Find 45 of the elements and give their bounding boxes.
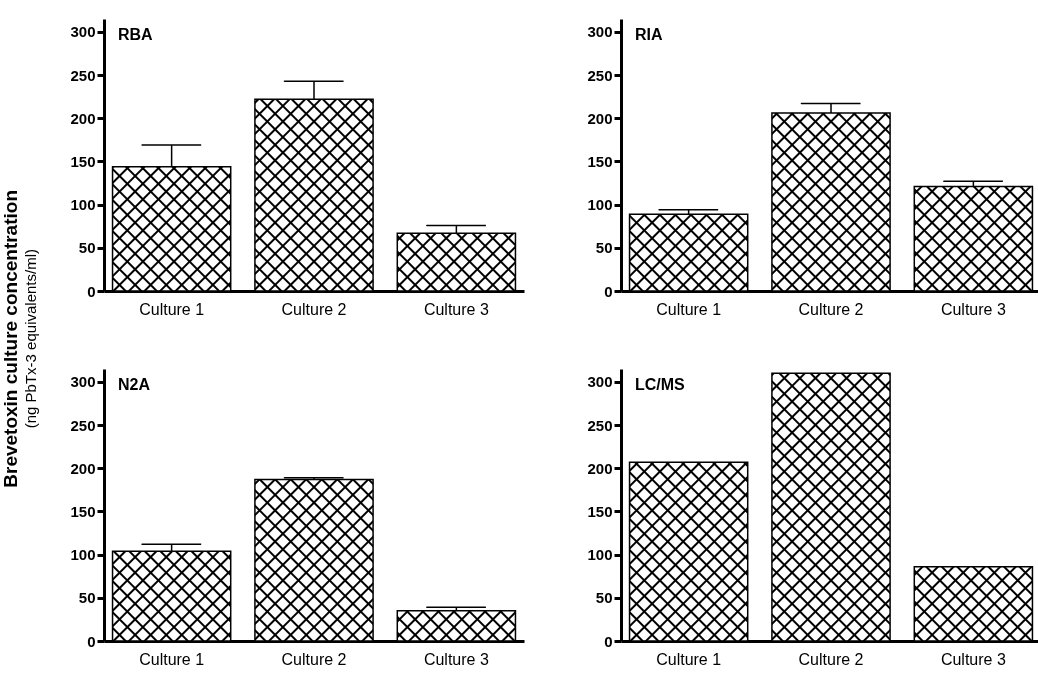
x-tick-label: Culture 2 xyxy=(281,300,347,318)
chart-title: RBA xyxy=(117,26,154,43)
y-tick-label: 100 xyxy=(587,546,613,564)
x-tick-label: Culture 1 xyxy=(656,300,722,318)
y-tick-label: 250 xyxy=(70,66,96,84)
chart-title: LC/MS xyxy=(634,376,686,393)
y-tick-label: 250 xyxy=(587,66,613,84)
y-tick-label: 250 xyxy=(587,416,613,434)
x-tick-label: Culture 1 xyxy=(656,650,722,668)
y-tick-label: 100 xyxy=(587,196,613,214)
y-tick-label: 150 xyxy=(587,152,613,170)
y-tick-label: 200 xyxy=(70,109,96,127)
y-tick-label: 50 xyxy=(78,589,96,607)
y-tick-label: 0 xyxy=(604,632,613,650)
y-tick-label: 150 xyxy=(587,502,613,520)
y-tick-label: 50 xyxy=(78,239,96,257)
x-tick-label: Culture 2 xyxy=(281,650,347,668)
x-tick-label: Culture 1 xyxy=(139,650,205,668)
y-tick-label: 0 xyxy=(87,282,96,300)
y-tick-label: 150 xyxy=(70,502,96,520)
y-tick-label: 300 xyxy=(587,23,613,41)
y-tick-label: 200 xyxy=(587,109,613,127)
y-tick-label: 250 xyxy=(70,416,96,434)
y-tick-label: 150 xyxy=(70,152,96,170)
y-tick-label: 300 xyxy=(70,373,96,391)
y-tick-label: 0 xyxy=(604,282,613,300)
y-tick-label: 0 xyxy=(87,632,96,650)
chart-title: N2A xyxy=(117,376,151,393)
y-tick-label: 200 xyxy=(70,459,96,477)
x-tick-label: Culture 2 xyxy=(798,650,864,668)
y-tick-label: 50 xyxy=(595,239,613,257)
x-tick-label: Culture 1 xyxy=(139,300,205,318)
y-tick-label: 300 xyxy=(70,23,96,41)
x-tick-label: Culture 3 xyxy=(423,650,489,668)
y-tick-label: 300 xyxy=(587,373,613,391)
x-tick-label: Culture 3 xyxy=(423,300,489,318)
y-tick-label: 200 xyxy=(587,459,613,477)
y-tick-label: 100 xyxy=(70,196,96,214)
x-tick-label: Culture 2 xyxy=(798,300,864,318)
x-tick-label: Culture 3 xyxy=(940,650,1006,668)
y-tick-label: 100 xyxy=(70,546,96,564)
y-tick-label: 50 xyxy=(595,589,613,607)
x-tick-label: Culture 3 xyxy=(940,300,1006,318)
chart-title: RIA xyxy=(634,26,663,43)
y-axis-title: Brevetoxin culture concentration (ng PbTx-3 equivalents/ml) xyxy=(0,189,39,488)
